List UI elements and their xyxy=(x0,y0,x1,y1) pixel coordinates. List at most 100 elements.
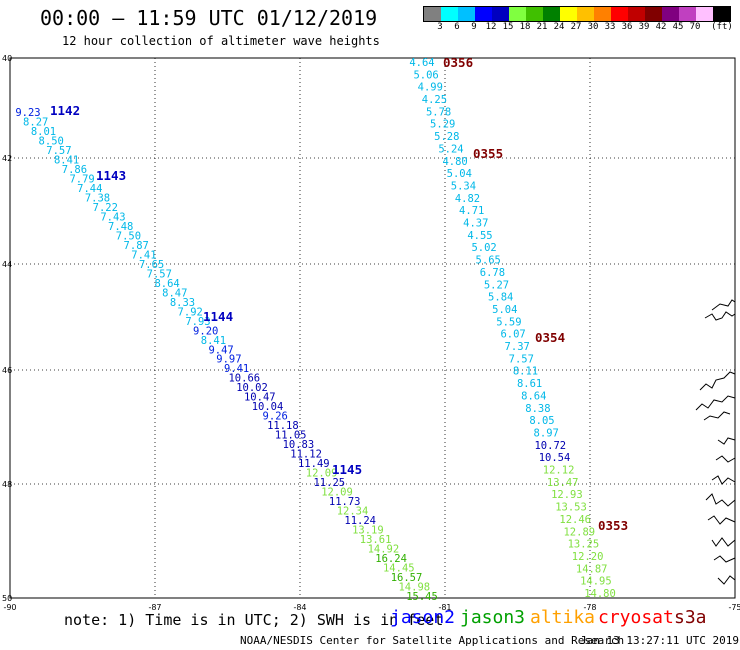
wave-height-point: 4.71 xyxy=(459,205,484,217)
wave-height-point: 8.61 xyxy=(517,378,542,390)
wave-height-point: 11.73 xyxy=(329,496,361,508)
wave-height-point: 8.33 xyxy=(170,297,195,309)
wave-height-point: 7.86 xyxy=(62,164,87,176)
color-scale-tick: 15 xyxy=(502,22,514,32)
wave-height-point: 11.25 xyxy=(313,477,345,489)
color-scale-tick: 27 xyxy=(570,22,582,32)
wave-height-point: 14.45 xyxy=(383,563,415,575)
wave-height-point: 16.57 xyxy=(391,572,423,584)
wave-height-point: 4.55 xyxy=(467,230,492,242)
wave-height-point: 8.27 xyxy=(23,117,48,129)
wave-height-point: 9.26 xyxy=(263,411,288,423)
wave-height-point: 5.02 xyxy=(471,242,496,254)
latitude-label: 50 xyxy=(2,594,12,603)
wave-height-point: 4.37 xyxy=(463,218,488,230)
wave-height-point: 9.97 xyxy=(216,354,241,366)
wave-height-point: 5.28 xyxy=(434,131,459,143)
wave-height-point: 15.45 xyxy=(406,591,438,603)
wave-height-point: 4.80 xyxy=(442,156,467,168)
wave-height-point: 12.09 xyxy=(321,487,353,499)
coastline xyxy=(695,299,736,585)
color-swatch xyxy=(424,7,441,21)
color-swatch xyxy=(594,7,611,21)
wave-height-point: 12.46 xyxy=(559,514,591,526)
wave-height-point: 13.47 xyxy=(547,477,579,489)
wave-height-point: 8.50 xyxy=(39,136,64,148)
color-swatch xyxy=(628,7,645,21)
wave-height-point: 13.25 xyxy=(568,539,600,551)
color-swatch xyxy=(458,7,475,21)
longitude-label: -84 xyxy=(293,603,306,612)
wave-height-point: 14.87 xyxy=(576,563,608,575)
wave-height-point: 10.83 xyxy=(283,439,315,451)
wave-height-point: 10.02 xyxy=(236,382,268,394)
wave-height-point: 5.04 xyxy=(492,304,517,316)
wave-height-point: 12.20 xyxy=(572,551,604,563)
pass-number-label: 0353 xyxy=(598,518,628,533)
altimeter-track-east: 4.645.064.994.255.785.295.285.244.805.04… xyxy=(409,57,615,600)
color-scale-tick: 45 xyxy=(672,22,684,32)
wave-height-point: 9.47 xyxy=(208,344,233,356)
color-swatch xyxy=(509,7,526,21)
wave-height-point: 8.05 xyxy=(529,415,554,427)
wave-height-point: 5.06 xyxy=(413,69,438,81)
wave-height-point: 8.64 xyxy=(521,390,546,402)
latitude-label: 42 xyxy=(2,154,12,163)
wave-height-point: 10.54 xyxy=(539,452,571,464)
color-scale-tick: 3 xyxy=(437,22,443,32)
wave-height-point: 10.47 xyxy=(244,392,276,404)
pass-labels: 1142 1143 1144 1145 0356 0355 0354 0353 xyxy=(50,55,628,533)
wave-height-point: 5.27 xyxy=(484,279,509,291)
wave-height-point: 16.24 xyxy=(375,553,407,565)
pass-number-label: 1144 xyxy=(203,309,233,324)
wave-height-point: 5.65 xyxy=(476,255,501,267)
wave-height-point: 5.04 xyxy=(447,168,472,180)
wave-height-point: 4.99 xyxy=(418,82,443,94)
wave-height-point: 8.47 xyxy=(162,287,187,299)
pass-number-label: 1143 xyxy=(96,168,126,183)
color-scale-tick: 12 xyxy=(485,22,497,32)
color-scale-tick: 6 xyxy=(454,22,460,32)
wave-height-point: 8.38 xyxy=(525,403,550,415)
wave-height-point: 7.57 xyxy=(46,145,71,157)
wave-height-point: 8.41 xyxy=(54,155,79,167)
color-swatch xyxy=(526,7,543,21)
generated-timestamp: Jan 13 13:27:11 UTC 2019 xyxy=(580,634,739,647)
color-scale-bar xyxy=(423,6,731,22)
wave-height-point: 6.07 xyxy=(500,329,525,341)
wave-height-point: 12.12 xyxy=(543,465,575,477)
pass-number-label: 0356 xyxy=(443,55,473,70)
wave-height-point: 8.11 xyxy=(513,366,538,378)
wave-height-point: 4.25 xyxy=(422,94,447,106)
latitude-label: 44 xyxy=(2,260,12,269)
map-subtitle: 12 hour collection of altimeter wave hei… xyxy=(62,34,380,48)
wave-height-point: 4.82 xyxy=(455,193,480,205)
latitude-label: 46 xyxy=(2,366,12,375)
wave-height-point: 11.49 xyxy=(298,458,330,470)
longitude-label: -87 xyxy=(148,603,161,612)
color-swatch xyxy=(645,7,662,21)
wave-height-point: 8.64 xyxy=(154,278,179,290)
color-scale-tick: 33 xyxy=(604,22,616,32)
longitude-label: -81 xyxy=(438,603,451,612)
wave-height-point: 14.98 xyxy=(398,582,430,594)
wave-height-point: 7.65 xyxy=(139,259,164,271)
lat-lon-grid xyxy=(10,58,735,598)
satellite-legend-jason2: jason2 xyxy=(390,607,456,628)
wave-height-point: 10.72 xyxy=(534,440,566,452)
color-swatch xyxy=(713,7,730,21)
color-swatch xyxy=(441,7,458,21)
wave-height-point: 5.59 xyxy=(496,316,521,328)
map-frame xyxy=(9,57,736,599)
wave-height-point: 7.79 xyxy=(69,173,94,185)
color-swatch xyxy=(662,7,679,21)
color-swatch xyxy=(475,7,492,21)
latitude-label: 48 xyxy=(2,480,12,489)
color-swatch xyxy=(679,7,696,21)
longitude-label: -90 xyxy=(3,603,16,612)
latitude-label: 40 xyxy=(2,54,12,63)
color-scale-tick: 24 xyxy=(553,22,565,32)
axis-labels: 40 42 44 46 48 50-90 -87 -84 -81 -78 -75 xyxy=(2,54,740,612)
wave-height-point: 14.80 xyxy=(584,588,616,600)
